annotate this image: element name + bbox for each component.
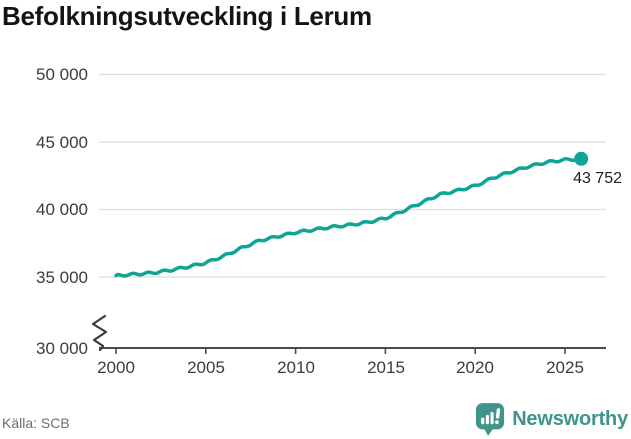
newsworthy-wordmark: Newsworthy [512,407,628,430]
newsworthy-chart-bubble-icon [476,402,505,436]
x-axis-tick-label: 2000 [97,358,135,377]
x-axis-tick-label: 2010 [277,358,315,377]
x-axis-tick-label: 2015 [367,358,405,377]
y-axis-tick-label: 40 000 [36,200,88,219]
x-axis-tick-label: 2005 [187,358,225,377]
newsworthy-logo: Newsworthy [475,401,628,437]
y-axis-break-icon [91,314,108,352]
y-axis-tick-label: 30 000 [36,339,88,358]
source-label: Källa: SCB [2,415,70,431]
x-axis-tick-label: 2025 [546,358,584,377]
latest-value-label: 43 752 [573,170,622,187]
chart-title: Befolkningsutveckling i Lerum [2,1,372,31]
population-line [114,156,583,278]
y-axis-tick-label: 45 000 [36,133,88,152]
latest-point-dot [574,151,589,166]
y-axis-tick-label: 50 000 [36,65,88,84]
y-axis-tick-label: 35 000 [36,268,88,287]
x-axis-tick-label: 2020 [456,358,494,377]
